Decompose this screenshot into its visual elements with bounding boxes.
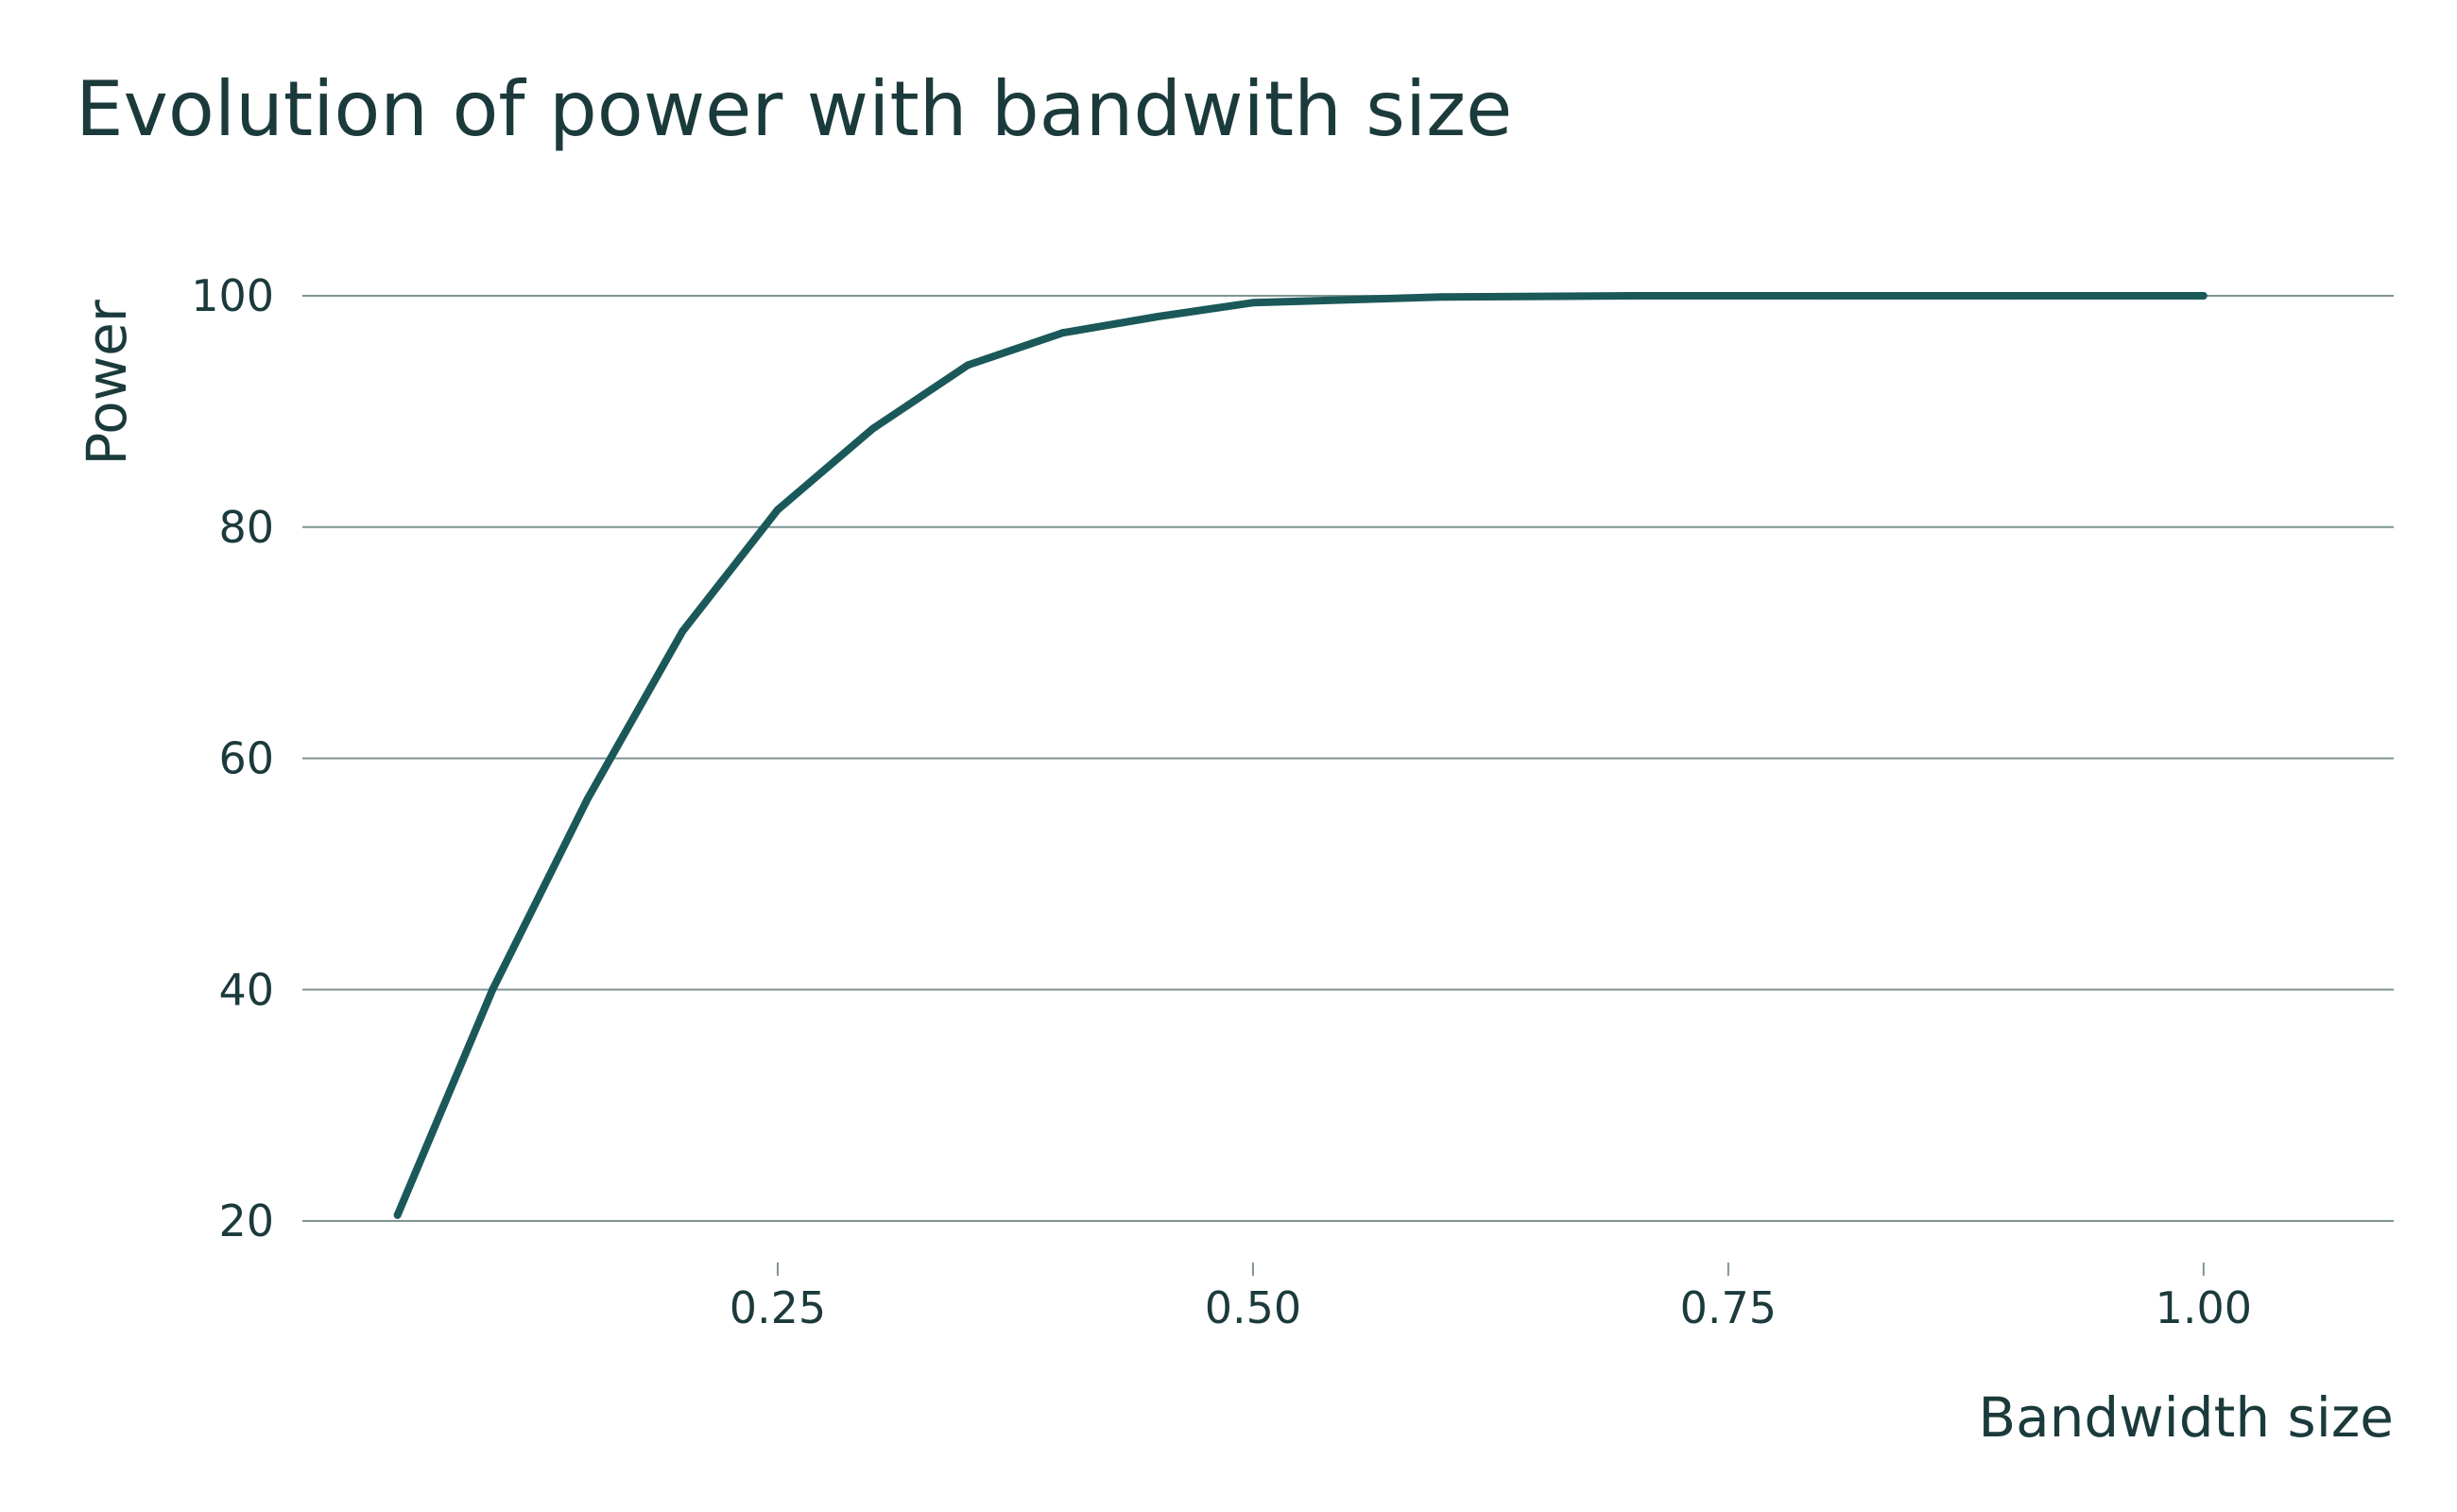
data-point-9 [1248, 299, 1257, 307]
data-point-0 [393, 1211, 402, 1219]
data-point-12 [1819, 292, 1828, 300]
data-point-1 [489, 986, 497, 994]
data-point-11 [1629, 292, 1638, 300]
y-tick-label-20: 20 [218, 1195, 274, 1246]
x-tick-label-0.25: 0.25 [730, 1282, 826, 1333]
y-tick-label-60: 60 [218, 733, 274, 784]
grid-lines [302, 295, 2394, 1222]
data-point-10 [1439, 293, 1448, 301]
y-axis-tick-labels: 20 40 60 80 100 [191, 270, 274, 1246]
y-tick-label-80: 80 [218, 502, 274, 553]
data-point-4 [773, 506, 782, 514]
x-tick-label-1.00: 1.00 [2156, 1282, 2252, 1333]
y-tick-label-40: 40 [218, 964, 274, 1015]
chart-title: Evolution of power with bandwith size [76, 65, 1512, 153]
y-tick-label-100: 100 [191, 270, 274, 321]
x-axis-title: Bandwidth size [1978, 1385, 2394, 1450]
x-tick-label-0.50: 0.50 [1205, 1282, 1301, 1333]
data-point-13 [2009, 292, 2018, 300]
data-point-2 [583, 795, 592, 803]
data-point-6 [964, 361, 972, 369]
x-tick-label-0.75: 0.75 [1680, 1282, 1777, 1333]
x-axis-tick-labels: 0.25 0.50 0.75 1.00 [730, 1282, 2252, 1333]
data-point-5 [868, 424, 877, 433]
x-axis-ticks [776, 1263, 2205, 1276]
data-point-3 [679, 627, 687, 635]
series-group [393, 292, 2208, 1219]
data-point-8 [1154, 313, 1162, 321]
data-point-7 [1058, 329, 1067, 337]
series-line [393, 292, 2204, 1217]
data-point-14 [2199, 292, 2208, 300]
y-axis-title: Power [75, 300, 139, 466]
